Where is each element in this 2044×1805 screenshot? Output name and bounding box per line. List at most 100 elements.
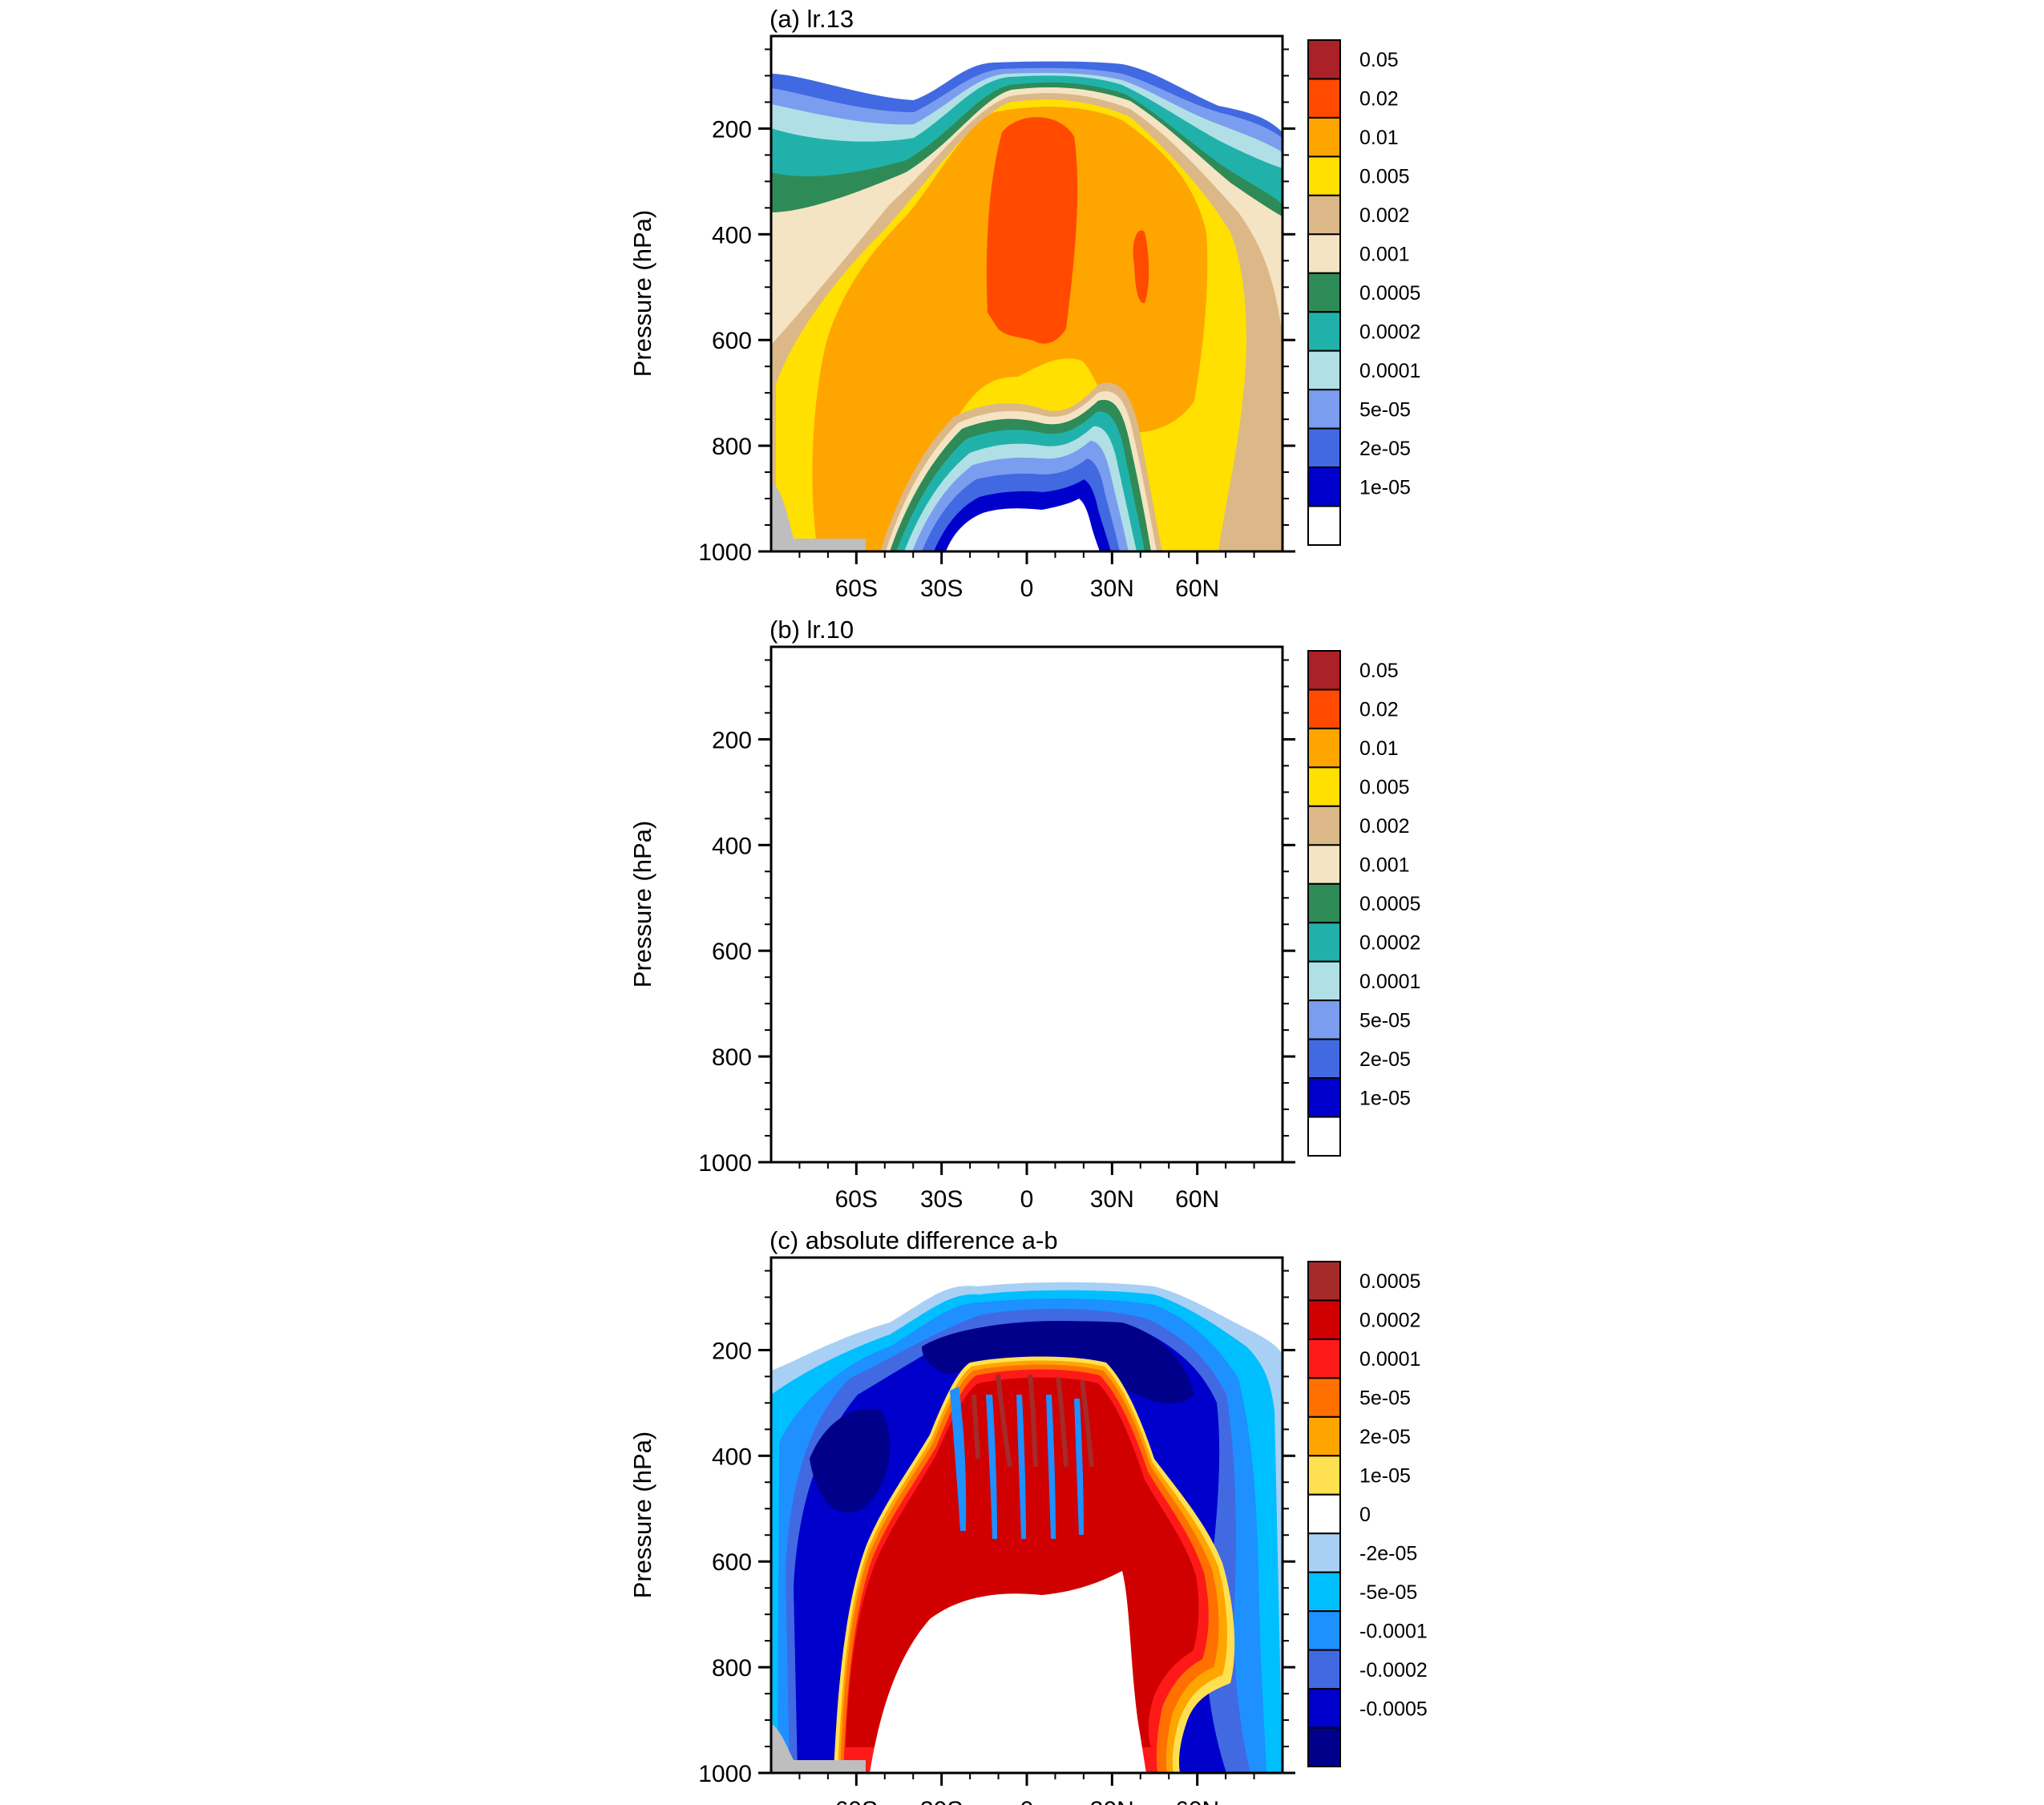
contour-band-surface-zero [946,499,1100,551]
colorbar-box [1307,1532,1341,1573]
colorbar-label: 2e-05 [1359,1048,1411,1071]
colorbar-box [1307,1377,1341,1418]
colorbar-box [1307,844,1341,885]
x-tick-label: 0 [1020,1797,1034,1805]
colorbar-label: 0.005 [1359,166,1410,188]
colorbar-box [1307,466,1341,507]
contour-band-0.05 [986,117,1078,344]
panel-b-field [771,647,1283,1162]
colorbar-box [1307,1726,1341,1768]
panel-a-ylabel: Pressure (hPa) [628,210,656,377]
colorbar-box [1307,727,1341,769]
colorbar-box [1307,39,1341,80]
panel-b-frame [770,645,1284,1164]
colorbar-box [1307,1299,1341,1340]
colorbar-label: 0.05 [1359,660,1399,682]
colorbar-box [1307,1571,1341,1613]
colorbar-label: 5e-05 [1359,1387,1411,1410]
colorbar-box [1307,1610,1341,1651]
y-tick-label: 200 [712,727,752,753]
x-tick-label: 60N [1175,575,1219,602]
colorbar-label: 2e-05 [1359,1426,1411,1448]
y-tick-label: 800 [712,434,752,460]
colorbar-label: 0.001 [1359,244,1410,266]
colorbar-label: 0.002 [1359,815,1410,838]
panel-a-axes: 200 400 600 800 1000 60S 30S 0 30N 60N [698,48,1295,602]
panel-c-colorbar: 0.0005 0.0002 0.0001 5e-05 2e-05 1e-05 0 -2e-05… [1307,1261,1428,1768]
colorbar-label: -5e-05 [1359,1581,1417,1604]
colorbar-box [1307,650,1341,691]
y-tick-label: 800 [712,1044,752,1071]
colorbar-label: 0.0001 [1359,971,1420,993]
colorbar-box [1307,1455,1341,1496]
colorbar-label: 0.01 [1359,737,1399,760]
panel-c: (c) absolute difference a-b 200 400 600 800… [628,1226,1428,1805]
y-tick-label: 400 [712,1444,752,1470]
colorbar-label: 0.05 [1359,49,1399,71]
panel-b-colorbar: 0.05 0.02 0.01 0.005 0.002 0.001 0.0005 0.0002 0… [1307,650,1420,1157]
colorbar-label: -0.0002 [1359,1659,1428,1682]
colorbar-box [1307,78,1341,119]
x-tick-label: 60S [835,575,878,602]
colorbar-label: 2e-05 [1359,438,1411,460]
y-tick-label: 600 [712,328,752,354]
panel-c-axes: 200 400 600 800 1000 60S 30S 0 30N 60N [698,1270,1295,1805]
colorbar-label: 0.005 [1359,777,1410,799]
colorbar-label: 0.0002 [1359,931,1420,954]
y-tick-label: 400 [712,833,752,859]
colorbar-box [1307,1038,1341,1080]
panel-b-title: (b) lr.10 [770,616,854,644]
x-tick-label: 30S [920,575,963,602]
x-tick-label: 0 [1020,575,1034,602]
panel-c-field [771,1258,1283,1773]
colorbar-label: 0.02 [1359,699,1399,721]
missing-data-region [771,481,866,551]
colorbar-box [1307,155,1341,196]
colorbar-box [1307,1116,1341,1157]
panel-b-ylabel: Pressure (hPa) [628,821,656,987]
colorbar-box [1307,805,1341,846]
colorbar-box [1307,688,1341,729]
y-tick-label: 1000 [698,1761,752,1787]
colorbar-box [1307,999,1341,1040]
panel-a-title: (a) lr.13 [770,5,854,33]
diff-band-pos-0.0005 [972,1374,1094,1468]
panel-b-axes: 200 400 600 800 1000 60S 30S 0 30N 60N [698,659,1295,1213]
panel-c-ylabel: Pressure (hPa) [628,1431,656,1598]
colorbar-label: 0.001 [1359,854,1410,877]
x-tick-label: 0 [1020,1186,1034,1213]
colorbar-label: 1e-05 [1359,476,1411,499]
x-tick-label: 30N [1090,1797,1134,1805]
colorbar-label: 1e-05 [1359,1087,1411,1109]
colorbar-box [1307,960,1341,1002]
x-tick-label: 30N [1090,1186,1134,1213]
colorbar-label: 0.01 [1359,127,1399,149]
colorbar-box [1307,1261,1341,1302]
colorbar-label: 0.0001 [1359,360,1420,382]
y-tick-label: 1000 [698,539,752,566]
x-tick-label: 60N [1175,1186,1219,1213]
y-tick-label: 600 [712,939,752,965]
colorbar-label: 0.02 [1359,88,1399,111]
colorbar-box [1307,505,1341,546]
y-tick-label: 600 [712,1549,752,1576]
colorbar-label: 0.0005 [1359,1270,1420,1293]
colorbar-box [1307,766,1341,807]
x-tick-label: 60S [835,1797,878,1805]
diff-band-neg-fingers [950,1387,1084,1539]
y-tick-label: 800 [712,1655,752,1682]
colorbar-box [1307,349,1341,391]
contour-band-0.05-b [1133,230,1149,304]
colorbar-box [1307,1688,1341,1729]
colorbar-label: 0.0001 [1359,1348,1420,1371]
colorbar-box [1307,311,1341,352]
colorbar-label: 5e-05 [1359,398,1411,421]
colorbar-box [1307,882,1341,924]
colorbar-label: 1e-05 [1359,1465,1411,1488]
y-tick-label: 200 [712,116,752,143]
diff-band-zero-surface [870,1571,1146,1773]
colorbar-label: -0.0005 [1359,1698,1428,1720]
y-tick-label: 200 [712,1338,752,1364]
